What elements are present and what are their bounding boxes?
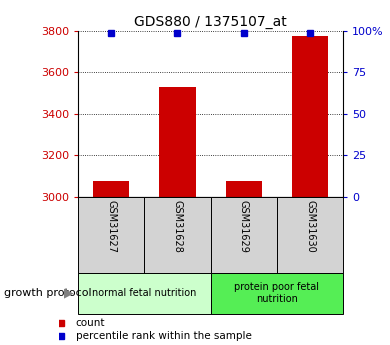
Text: normal fetal nutrition: normal fetal nutrition bbox=[92, 288, 197, 298]
Text: ▶: ▶ bbox=[64, 287, 74, 300]
Bar bbox=[225, 181, 262, 197]
Bar bbox=[211, 197, 277, 273]
Bar bbox=[78, 273, 211, 314]
Bar bbox=[78, 197, 144, 273]
Text: GSM31630: GSM31630 bbox=[305, 200, 315, 253]
Text: growth protocol: growth protocol bbox=[4, 288, 92, 298]
Text: GSM31629: GSM31629 bbox=[239, 200, 249, 253]
Bar bbox=[144, 197, 211, 273]
Title: GDS880 / 1375107_at: GDS880 / 1375107_at bbox=[134, 14, 287, 29]
Bar bbox=[211, 273, 343, 314]
Bar bbox=[159, 87, 196, 197]
Bar bbox=[292, 36, 328, 197]
Bar bbox=[277, 197, 343, 273]
Bar bbox=[93, 181, 129, 197]
Text: protein poor fetal
nutrition: protein poor fetal nutrition bbox=[234, 283, 319, 304]
Text: GSM31628: GSM31628 bbox=[172, 200, 183, 253]
Text: GSM31627: GSM31627 bbox=[106, 200, 116, 254]
Text: percentile rank within the sample: percentile rank within the sample bbox=[76, 331, 252, 341]
Text: count: count bbox=[76, 318, 105, 328]
